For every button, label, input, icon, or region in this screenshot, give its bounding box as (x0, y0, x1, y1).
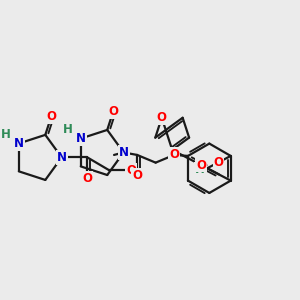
Text: O: O (82, 172, 92, 184)
Text: H: H (1, 128, 11, 141)
Text: N: N (76, 132, 86, 145)
Text: N: N (14, 137, 24, 150)
Text: N: N (57, 151, 67, 164)
Text: O: O (169, 148, 179, 161)
Text: O: O (214, 156, 224, 169)
Text: H: H (195, 163, 205, 176)
Text: O: O (126, 164, 136, 177)
Text: H: H (63, 123, 73, 136)
Text: O: O (196, 158, 206, 172)
Text: N: N (118, 146, 129, 159)
Text: O: O (132, 169, 142, 182)
Text: O: O (157, 111, 167, 124)
Text: O: O (108, 105, 118, 118)
Text: O: O (46, 110, 56, 123)
